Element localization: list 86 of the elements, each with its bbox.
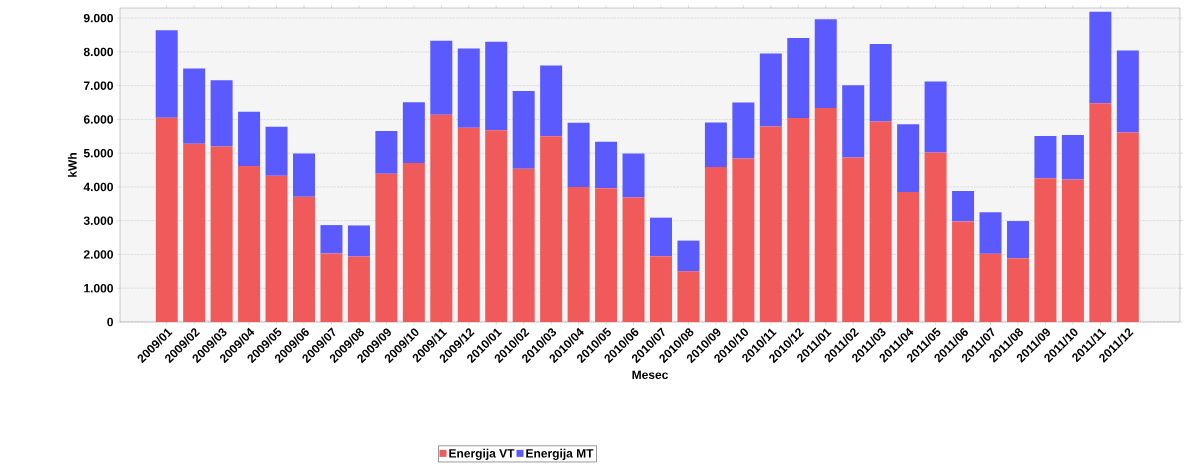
- y-tick-label: 2.000: [83, 250, 113, 259]
- bar: [430, 114, 453, 322]
- bar: [210, 80, 233, 147]
- bar: [238, 111, 261, 167]
- bar: [210, 146, 233, 322]
- bar: [595, 141, 618, 189]
- bar: [924, 152, 947, 322]
- y-tick-label: 8.000: [83, 47, 113, 57]
- bar: [567, 186, 590, 322]
- bar: [1006, 258, 1029, 322]
- bar: [512, 91, 535, 169]
- bar: [814, 19, 837, 108]
- bar: [155, 30, 178, 118]
- bar: [375, 130, 398, 174]
- bar: [1034, 135, 1057, 179]
- bar: [1116, 50, 1139, 133]
- bar: [759, 53, 782, 127]
- bar: [787, 38, 810, 119]
- bar: [677, 271, 700, 322]
- bar: [622, 197, 645, 322]
- bar: [814, 107, 837, 322]
- bar: [430, 40, 453, 115]
- bar: [677, 240, 700, 272]
- bar: [265, 175, 288, 322]
- bar: [897, 124, 920, 192]
- bar: [869, 121, 892, 322]
- y-tick-label: 1.000: [84, 283, 113, 293]
- bar: [183, 68, 206, 144]
- bar: [293, 196, 315, 322]
- bar: [540, 136, 563, 322]
- bar: [842, 157, 865, 322]
- x-axis-title: Mesec: [632, 370, 668, 379]
- bar: [787, 118, 810, 322]
- bar: [1034, 178, 1057, 322]
- bar: [869, 44, 892, 122]
- y-tick-label: 9.000: [83, 13, 113, 23]
- bar: [375, 173, 398, 322]
- bar: [842, 85, 865, 158]
- y-tick-label: 6.000: [83, 115, 113, 124]
- bar: [622, 153, 645, 198]
- y-tick-label: 3.000: [83, 216, 113, 225]
- bar: [457, 127, 480, 322]
- bar: [457, 48, 480, 128]
- bar: [979, 253, 1002, 322]
- bar: [320, 225, 343, 254]
- y-axis-title: kWh: [67, 153, 77, 177]
- bar: [402, 102, 425, 163]
- bar: [485, 130, 508, 322]
- bar: [732, 102, 755, 159]
- bar: [485, 41, 508, 131]
- bar: [979, 212, 1002, 254]
- bar: [952, 190, 975, 222]
- bar: [293, 153, 315, 197]
- bar: [155, 117, 178, 322]
- bar: [265, 126, 288, 176]
- bar: [1089, 11, 1112, 104]
- y-tick-label: 5.000: [83, 148, 113, 158]
- y-tick-label: 4.000: [83, 182, 113, 192]
- bar: [1116, 132, 1139, 322]
- bar: [567, 122, 590, 187]
- bar: [1061, 179, 1084, 322]
- bar: [238, 166, 261, 322]
- bar: [595, 188, 618, 322]
- y-tick-label: 0: [107, 317, 113, 327]
- bar: [183, 143, 206, 322]
- bar: [704, 167, 727, 322]
- bar: [732, 158, 755, 322]
- bar: [540, 65, 563, 137]
- bar: [347, 256, 370, 322]
- bar: [952, 221, 975, 322]
- bar: [759, 126, 782, 322]
- bar: [320, 253, 343, 322]
- bar: [1061, 134, 1084, 180]
- legend-label: Energija VT: [449, 448, 515, 460]
- bar: [512, 168, 535, 322]
- bar: [1089, 103, 1112, 322]
- bar: [897, 192, 920, 322]
- bar: [402, 162, 425, 322]
- bar: [704, 122, 727, 168]
- bar: [649, 217, 672, 257]
- y-tick-label: 7.000: [83, 81, 113, 90]
- bar: [347, 225, 370, 257]
- bar: [1006, 221, 1029, 259]
- bar: [924, 81, 947, 153]
- legend-label: Energija MT: [526, 448, 594, 460]
- bar: [649, 256, 672, 322]
